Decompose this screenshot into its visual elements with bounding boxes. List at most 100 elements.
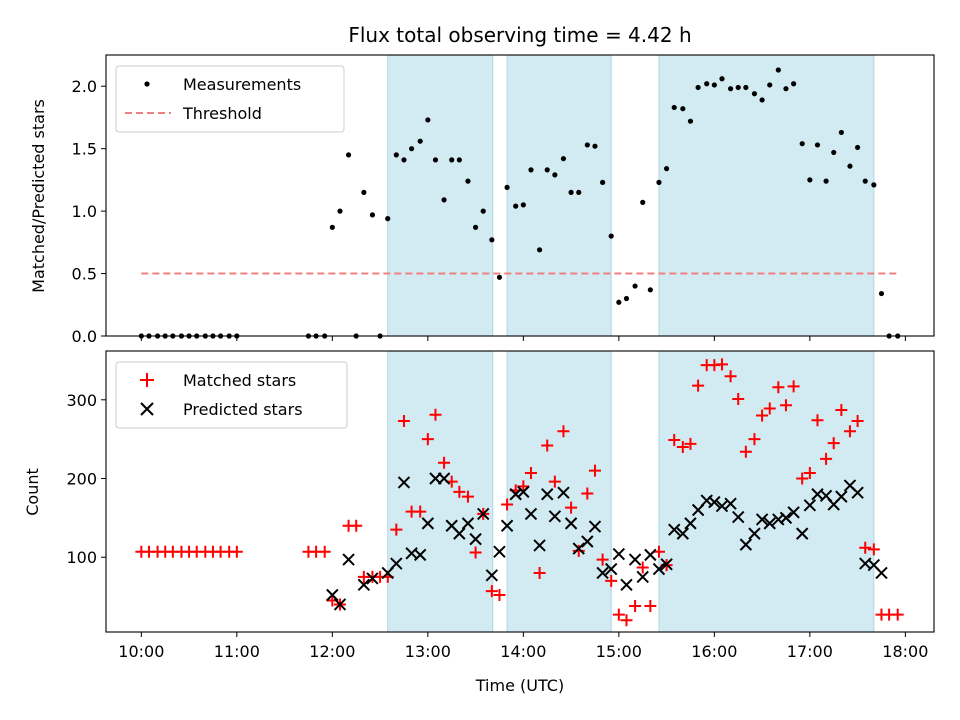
measurements-point	[767, 82, 773, 88]
measurements-point	[695, 84, 701, 91]
measurements-point	[704, 81, 710, 87]
top-panel-x-ticks	[140, 336, 906, 341]
measurements-point	[441, 197, 447, 203]
bottom-panel-y-axis-label: Count	[23, 468, 42, 516]
matched-stars-point	[318, 545, 331, 558]
measurements-point	[480, 208, 486, 214]
measurements-point	[393, 152, 399, 158]
matched-stars-point	[636, 561, 649, 574]
predicted-stars-point	[548, 510, 562, 523]
measurements-point	[385, 216, 391, 222]
y-tick-label: 1.0	[72, 202, 97, 221]
matched-stars-point	[429, 408, 442, 421]
matched-stars-point	[541, 439, 554, 452]
predicted-stars-point	[509, 488, 522, 501]
predicted-stars-point	[652, 562, 666, 576]
predicted-stars-point	[366, 572, 379, 585]
predicted-stars-point	[517, 485, 530, 499]
matched-stars-point	[859, 541, 872, 554]
x-tick-label: 18:00	[882, 642, 928, 661]
matched-stars-point	[684, 437, 697, 450]
matched-stars-point	[524, 467, 537, 480]
predicted-stars-point	[533, 539, 546, 552]
matched-stars-point	[644, 600, 657, 613]
measurements-point	[680, 106, 686, 112]
matched-stars-point	[421, 433, 434, 446]
predicted-stars-point	[477, 507, 490, 521]
matched-stars-point	[605, 574, 618, 587]
measurements-point	[823, 178, 829, 184]
measurements-point	[711, 82, 717, 88]
matched-stars-point	[756, 409, 769, 422]
matched-stars-point	[581, 487, 594, 500]
matched-stars-point	[739, 445, 752, 458]
measurements-point	[552, 172, 558, 178]
x-axis-label: Time (UTC)	[475, 676, 564, 695]
predicted-stars-point	[763, 517, 776, 530]
shaded-interval-1	[387, 54, 494, 337]
measurements-point	[504, 184, 510, 190]
matched-stars-point	[827, 437, 840, 450]
predicted-stars-point	[357, 578, 371, 591]
measurements-point	[623, 295, 630, 302]
measurements-point	[513, 203, 519, 209]
predicted-stars-point	[390, 557, 403, 570]
matched-stars-point	[461, 490, 474, 503]
matched-stars-point	[820, 452, 833, 465]
predicted-stars-point	[875, 566, 888, 580]
measurements-point	[361, 189, 367, 195]
predicted-stars-point	[660, 558, 673, 571]
predicted-stars-point	[612, 547, 626, 561]
measurements-point	[727, 86, 734, 92]
matched-stars-point	[453, 485, 466, 498]
predicted-stars-point	[461, 517, 475, 530]
predicted-stars-point	[739, 538, 753, 551]
predicted-stars-point	[628, 553, 642, 566]
matched-stars-point	[557, 425, 570, 438]
matched-stars-point	[796, 472, 809, 485]
bottom-legend-box	[115, 361, 348, 429]
y-tick-label: 200	[66, 470, 97, 489]
measurements-point	[663, 166, 670, 172]
top-legend-box	[115, 65, 345, 133]
measurements-point	[337, 208, 343, 214]
predicted-stars-point	[397, 476, 411, 489]
measurements-point	[847, 163, 853, 169]
predicted-stars-point	[342, 553, 355, 566]
predicted-stars-point	[803, 499, 817, 512]
matched-stars-point	[596, 553, 609, 566]
measurements-point	[560, 156, 567, 162]
measurements-point	[369, 212, 376, 218]
measurements-point	[401, 157, 407, 163]
predicted-stars-point	[732, 510, 745, 524]
measurements-point	[735, 84, 741, 91]
predicted-stars-point	[437, 472, 451, 485]
predicted-stars-point	[708, 495, 721, 509]
x-tick-label: 16:00	[691, 642, 737, 661]
x-tick-label: 15:00	[596, 642, 642, 661]
matched-stars-point	[501, 498, 514, 511]
matched-stars-point	[572, 544, 585, 557]
matched-stars-point	[732, 393, 745, 406]
predicted-stars-point	[787, 506, 800, 519]
predicted-stars-point	[620, 578, 633, 591]
top-panel-shaded-intervals	[387, 54, 875, 337]
matched-stars-point	[652, 545, 665, 558]
measurements-point	[536, 247, 543, 253]
x-tick-label: 10:00	[118, 642, 164, 661]
measurements-point	[814, 142, 821, 148]
matched-stars-point	[493, 589, 506, 602]
top-panel-y-axis-label: Matched/Predicted stars	[29, 99, 48, 293]
legend-measurements-label: Measurements	[183, 75, 301, 94]
y-tick-label: 100	[66, 548, 97, 567]
predicted-stars-point	[493, 545, 506, 558]
measurements-point	[425, 117, 431, 123]
matched-stars-point	[469, 546, 482, 559]
bottom-panel-y-ticks: 100 200 300	[66, 391, 106, 567]
matched-stars-point	[748, 433, 761, 446]
measurements-point	[640, 199, 646, 205]
measurements-point	[472, 224, 479, 230]
measurements-point	[743, 84, 749, 91]
matched-stars-point	[763, 402, 776, 415]
matched-stars-points	[135, 358, 904, 627]
